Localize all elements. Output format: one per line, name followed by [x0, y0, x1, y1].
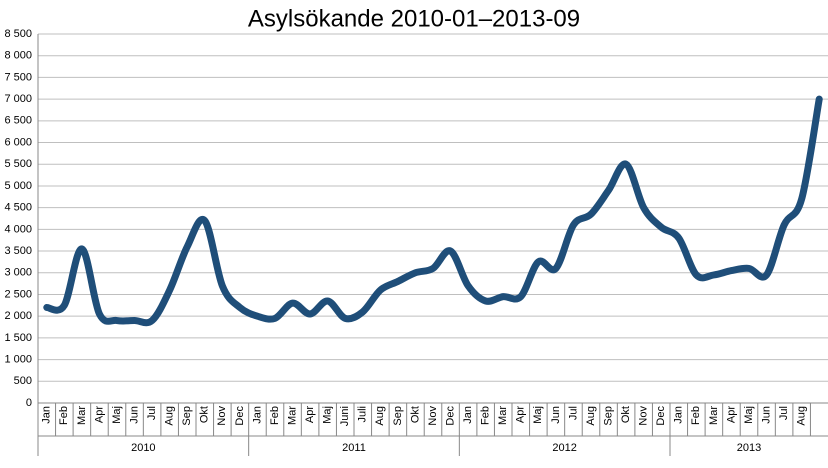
- x-tick-label: Juni: [339, 406, 351, 426]
- y-tick-label: 3 500: [4, 245, 32, 257]
- data-line: [43, 95, 823, 327]
- x-tick-label: Maj: [111, 406, 123, 424]
- x-tick-label: Jul: [567, 406, 579, 420]
- x-tick-label: Jun: [550, 406, 562, 424]
- y-tick-label: 7 500: [4, 71, 32, 83]
- x-tick-label: Aug: [164, 406, 176, 426]
- y-tick-label: 5 000: [4, 180, 32, 192]
- x-tick-label: Apr: [93, 406, 105, 423]
- x-tick-label: Jul: [146, 406, 158, 420]
- x-tick-label: Apr: [304, 406, 316, 423]
- y-tick-label: 0: [26, 397, 32, 409]
- x-tick-label: Sep: [602, 406, 614, 426]
- x-tick-label: Jan: [673, 406, 685, 424]
- y-tick-label: 1 500: [4, 332, 32, 344]
- x-tick-label: Feb: [690, 406, 702, 425]
- x-tick-label: Jul: [778, 406, 790, 420]
- x-tick-label: Nov: [216, 406, 228, 426]
- x-tick-label: Mar: [708, 406, 720, 425]
- x-tick-label: Jan: [462, 406, 474, 424]
- x-tick-label: Okt: [620, 406, 632, 423]
- x-tick-label: Mar: [76, 406, 88, 425]
- y-tick-label: 3 000: [4, 267, 32, 279]
- x-tick-label: Aug: [585, 406, 597, 426]
- x-tick-label: Dec: [655, 406, 667, 426]
- y-tick-label: 2 000: [4, 310, 32, 322]
- y-tick-label: 8 000: [4, 50, 32, 62]
- x-tick-label: Apr: [515, 406, 527, 423]
- x-group-label: 2013: [737, 442, 761, 454]
- x-tick-label: Sep: [181, 406, 193, 426]
- x-tick-label: Jan: [41, 406, 53, 424]
- x-tick-label: Okt: [409, 406, 421, 423]
- x-tick-label: Dec: [234, 406, 246, 426]
- x-tick-label: Mar: [497, 406, 509, 425]
- y-tick-label: 4 000: [4, 223, 32, 235]
- x-tick-label: Nov: [427, 406, 439, 426]
- x-tick-label: Jan: [251, 406, 263, 424]
- y-tick-label: 7 000: [4, 93, 32, 105]
- y-tick-label: 8 500: [4, 28, 32, 40]
- y-tick-label: 5 500: [4, 158, 32, 170]
- x-tick-label: Maj: [743, 406, 755, 424]
- x-tick-label: Maj: [532, 406, 544, 424]
- y-tick-label: 6 500: [4, 115, 32, 127]
- x-tick-label: Apr: [725, 406, 737, 423]
- y-tick-label: 1 000: [4, 353, 32, 365]
- y-tick-label: 6 000: [4, 136, 32, 148]
- y-tick-label: 2 500: [4, 288, 32, 300]
- x-tick-label: Juli: [357, 406, 369, 423]
- x-group-label: 2011: [342, 442, 366, 454]
- x-tick-label: Jun: [128, 406, 140, 424]
- x-group-label: 2010: [131, 442, 155, 454]
- x-tick-label: Jun: [760, 406, 772, 424]
- x-tick-label: Aug: [796, 406, 808, 426]
- x-group-label: 2012: [552, 442, 576, 454]
- x-tick-label: Okt: [199, 406, 211, 423]
- x-tick-label: Feb: [480, 406, 492, 425]
- x-tick-label: Sep: [392, 406, 404, 426]
- x-tick-label: Aug: [374, 406, 386, 426]
- x-tick-label: Dec: [444, 406, 456, 426]
- y-tick-label: 500: [14, 375, 32, 387]
- x-tick-label: Maj: [322, 406, 334, 424]
- chart-title: Asylsökande 2010-01–2013-09: [248, 5, 580, 32]
- x-tick-label: Feb: [269, 406, 281, 425]
- y-tick-label: 4 500: [4, 202, 32, 214]
- x-tick-label: Feb: [58, 406, 70, 425]
- x-tick-label: Mar: [286, 406, 298, 425]
- x-tick-label: Nov: [638, 406, 650, 426]
